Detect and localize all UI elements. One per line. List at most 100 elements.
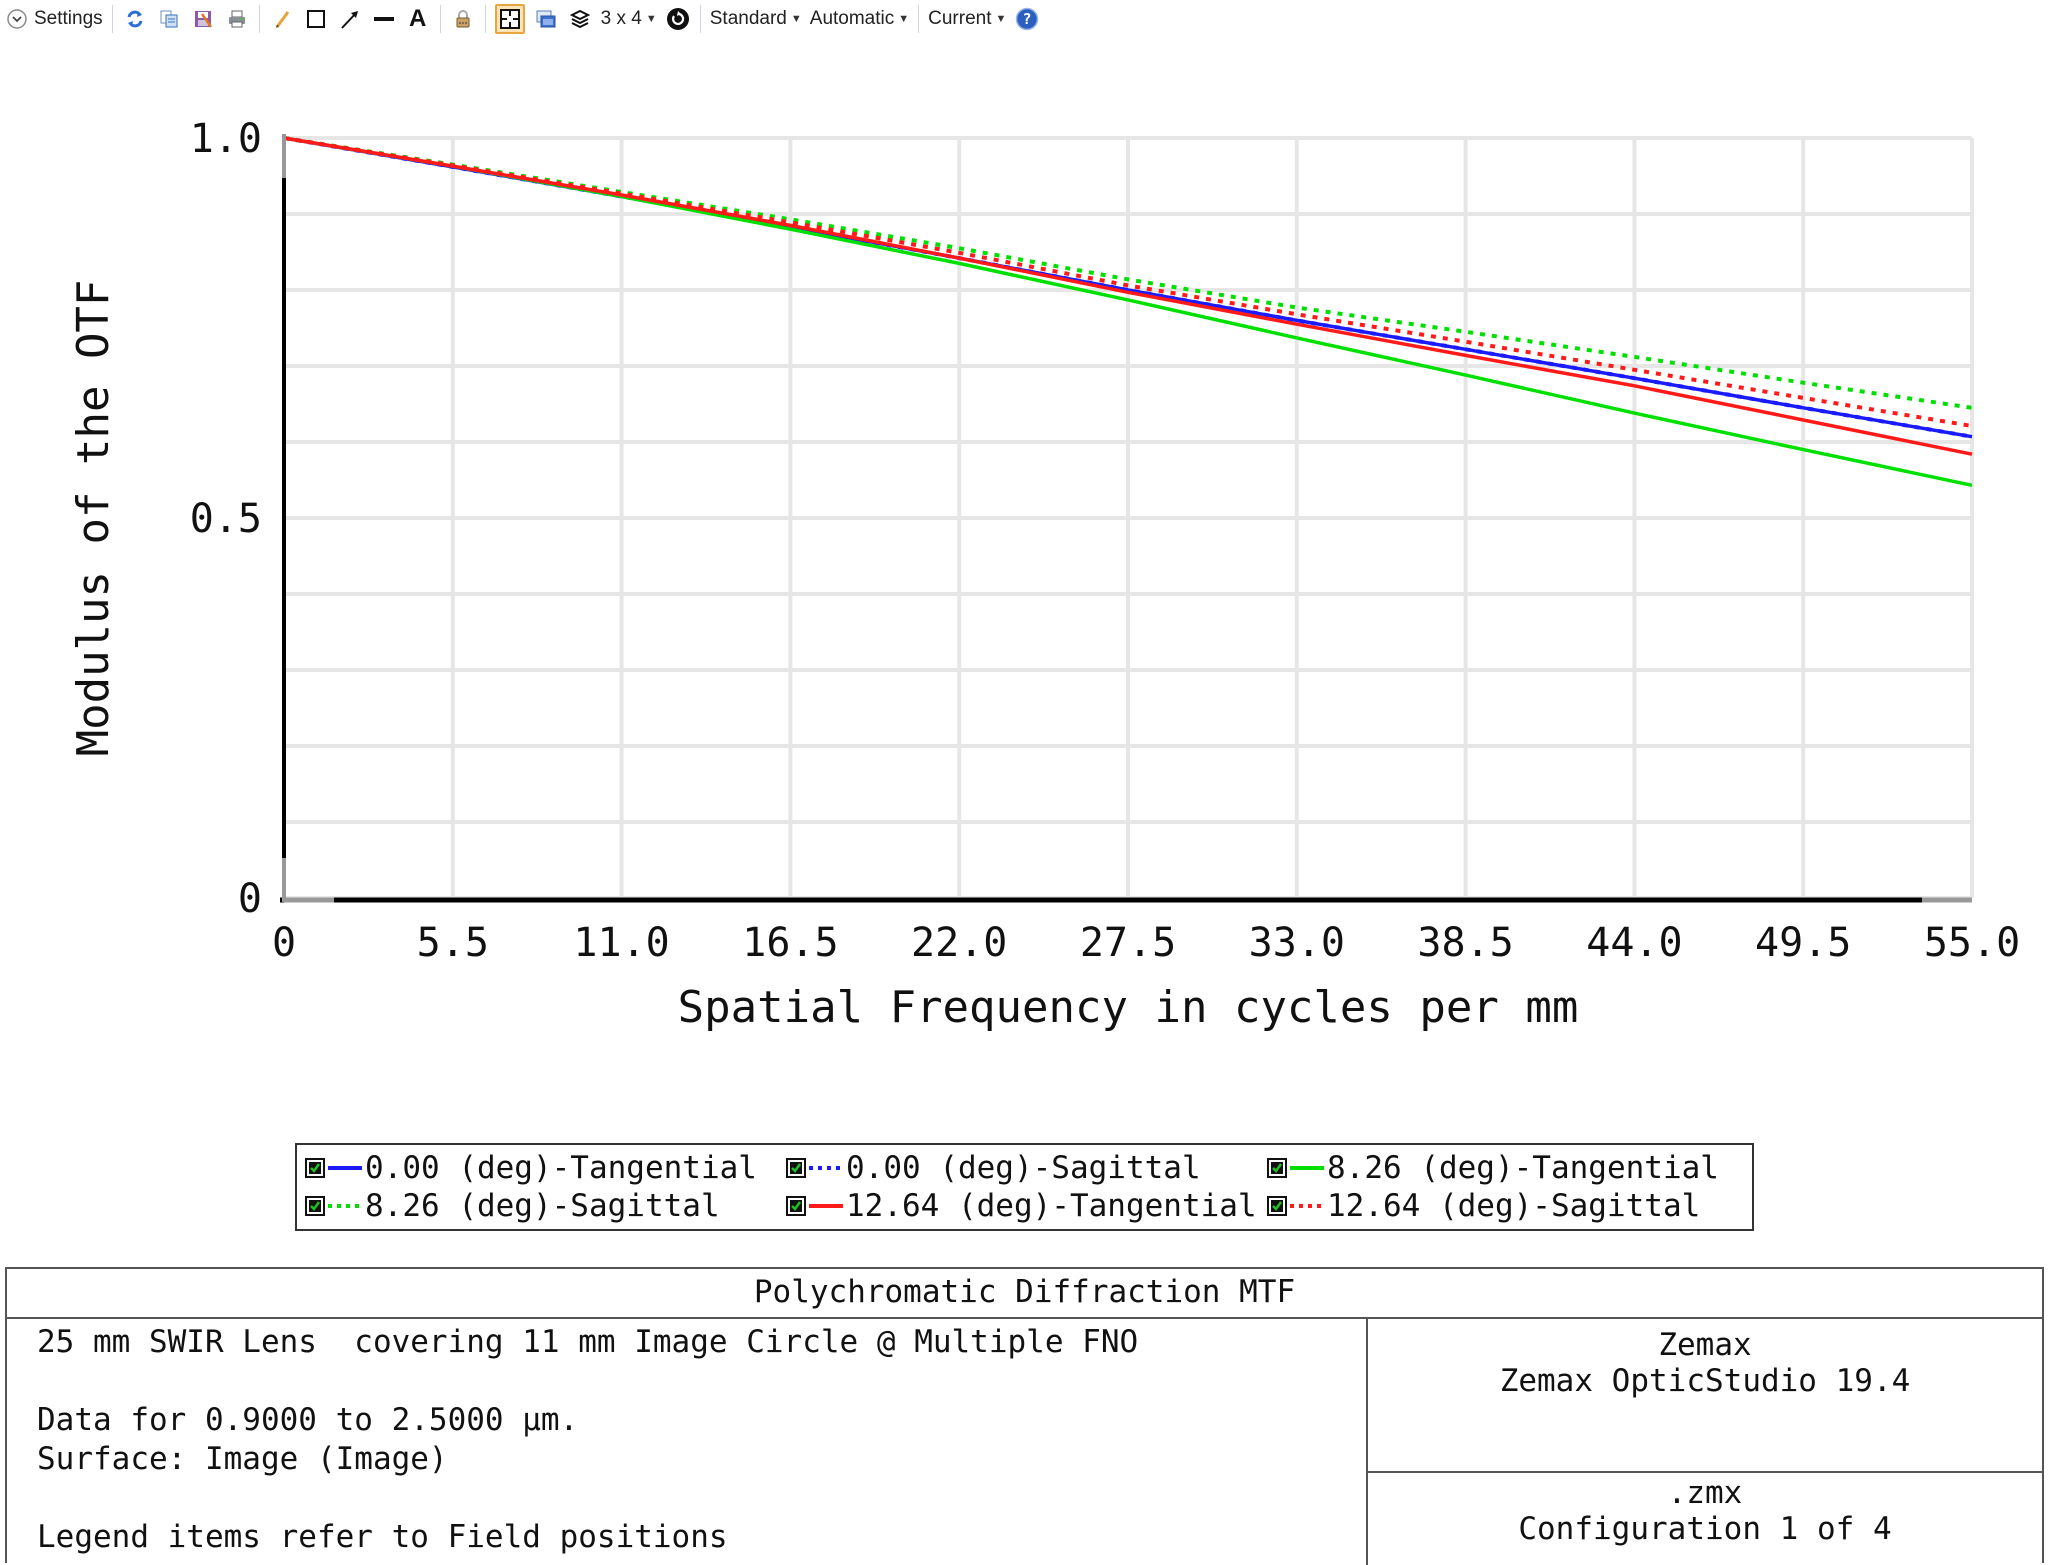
legend-item[interactable]: 8.26 (deg)-Tangential [1267,1149,1719,1187]
legend-swatch [1290,1166,1324,1170]
toolbar-separator [258,5,260,33]
rectangle-icon [303,6,329,32]
configuration-info: Configuration 1 of 4 [1518,1511,1892,1547]
x-tick-label: 27.5 [1080,920,1176,966]
lens-description: 25 mm SWIR Lens covering 11 mm Image Cir… [37,1324,1139,1360]
refresh-button[interactable] [118,3,152,35]
toolbar-separator [439,5,441,33]
settings-button[interactable]: Settings [0,3,107,35]
y-tick-label: 1.0 [190,116,262,162]
wavelength-range: Data for 0.9000 to 2.5000 µm. [37,1402,579,1438]
print-icon [224,6,250,32]
blank-line [37,1479,1366,1518]
x-axis-label: Spatial Frequency in cycles per mm [678,982,1579,1033]
checkbox-checked-icon[interactable] [1267,1196,1287,1216]
y-axis-label: Modulus of the OTF [68,280,119,757]
blank-line [37,1362,1366,1401]
lock-icon [450,6,476,32]
window-button[interactable] [529,3,563,35]
chart-curves [283,136,1973,488]
checkbox-checked-icon[interactable] [786,1196,806,1216]
analysis-title: Polychromatic Diffraction MTF [7,1269,2042,1319]
save-button[interactable] [186,3,220,35]
legend-item[interactable]: 12.64 (deg)-Tangential [786,1187,1257,1225]
toolbar-separator [918,5,920,33]
x-tick-label: 5.5 [417,920,489,966]
x-tick-label: 0 [272,920,296,966]
legend-label: 8.26 (deg)-Tangential [1327,1150,1719,1186]
text-icon: A [408,5,427,32]
dropdown-caret-icon: ▼ [995,13,1007,25]
checkbox-checked-icon[interactable] [305,1196,325,1216]
copy-icon [156,6,182,32]
surface-info: Surface: Image (Image) [37,1441,448,1477]
toolbar: Settings [0,0,2048,38]
legend-label: 0.00 (deg)-Sagittal [846,1150,1201,1186]
current-dropdown[interactable]: Current ▼ [924,3,1010,35]
draw-line-button[interactable] [367,3,401,35]
refresh-icon [122,6,148,32]
standard-dropdown[interactable]: Standard ▼ [706,3,806,35]
x-tick-label: 33.0 [1249,920,1345,966]
company-name: Zemax [1658,1327,1752,1363]
checkbox-checked-icon[interactable] [1267,1158,1287,1178]
footer-meta: Zemax Zemax OpticStudio 19.4 .zmx Config… [1366,1319,2042,1565]
pencil-icon [269,6,295,32]
x-tick-label: 22.0 [911,920,1007,966]
legend-item[interactable]: 12.64 (deg)-Sagittal [1267,1187,1700,1225]
legend-label: 8.26 (deg)-Sagittal [365,1188,720,1224]
legend-item[interactable]: 0.00 (deg)-Sagittal [786,1149,1201,1187]
settings-label: Settings [34,8,103,29]
chart-grid [282,136,1974,900]
checkbox-checked-icon[interactable] [305,1158,325,1178]
current-label: Current [928,8,992,29]
draw-arrow-button[interactable] [333,3,367,35]
help-button[interactable]: ? [1010,3,1044,35]
legend-swatch [328,1166,362,1170]
legend-label: 12.64 (deg)-Tangential [846,1188,1257,1224]
x-tick-label: 44.0 [1586,920,1682,966]
automatic-dropdown[interactable]: Automatic ▼ [806,3,913,35]
info-footer: Polychromatic Diffraction MTF 25 mm SWIR… [5,1267,2044,1565]
curve-12-64-deg-tangential [283,136,1973,456]
layers-button[interactable] [563,3,597,35]
curve-12-64-deg-sagittal [283,136,1973,428]
svg-text:?: ? [1023,10,1032,28]
curve-8-26-deg-sagittal [283,136,1973,410]
x-tick-label: 38.5 [1417,920,1513,966]
line-icon [371,6,397,32]
fit-frame-button[interactable] [491,3,529,35]
legend-swatch [1290,1204,1324,1208]
layout-label: 3 x 4 [600,8,642,29]
rotate-button[interactable] [661,3,695,35]
print-button[interactable] [220,3,254,35]
curve-0-00-deg-sagittal [283,136,1973,439]
lock-button[interactable] [446,3,480,35]
copy-button[interactable] [152,3,186,35]
draw-rectangle-button[interactable] [299,3,333,35]
x-tick-label: 49.5 [1755,920,1851,966]
automatic-label: Automatic [809,8,895,29]
checkbox-checked-icon[interactable] [786,1158,806,1178]
legend-label: 12.64 (deg)-Sagittal [1327,1188,1701,1224]
dropdown-caret-icon: ▼ [898,13,910,25]
rotate-icon [665,6,691,32]
chevron-down-icon [4,6,30,32]
help-icon: ? [1014,6,1040,32]
y-tick-label: 0.5 [190,496,262,542]
legend-swatch [809,1204,843,1208]
draw-text-button[interactable]: A [401,3,435,35]
draw-pencil-button[interactable] [265,3,299,35]
legend-item[interactable]: 0.00 (deg)-Tangential [305,1149,757,1187]
dropdown-caret-icon: ▼ [645,13,657,25]
dropdown-caret-icon: ▼ [790,13,802,25]
layout-dropdown[interactable]: 3 x 4 ▼ [597,3,661,35]
legend-label: 0.00 (deg)-Tangential [365,1150,757,1186]
standard-label: Standard [709,8,787,29]
legend-swatch [328,1204,362,1208]
toolbar-separator [111,5,113,33]
fit-frame-icon [494,4,525,34]
legend-item[interactable]: 8.26 (deg)-Sagittal [305,1187,720,1225]
window-icon [533,6,559,32]
layers-icon [567,6,593,32]
